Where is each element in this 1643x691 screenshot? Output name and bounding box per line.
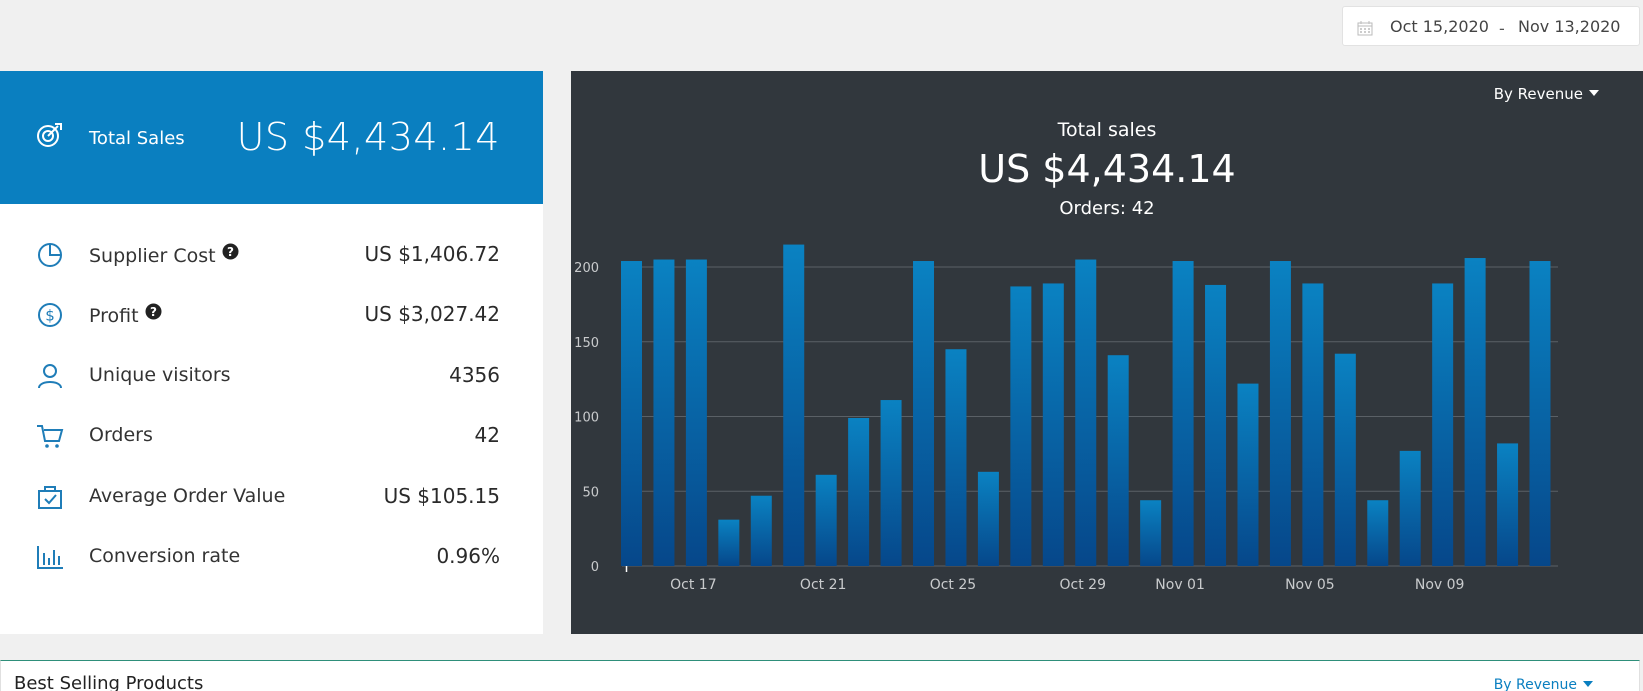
chart-bar bbox=[1042, 283, 1064, 566]
chart-bar bbox=[1497, 443, 1519, 566]
svg-text:?: ? bbox=[227, 245, 234, 259]
chart-bar bbox=[1302, 283, 1324, 566]
best-selling-sort-dropdown[interactable]: By Revenue bbox=[1494, 677, 1593, 691]
chart-bar bbox=[1172, 261, 1194, 566]
metric-profit: $ Profit? US $3,027.42 bbox=[0, 294, 543, 334]
metric-conversion-rate: Conversion rate 0.96% bbox=[0, 536, 543, 576]
x-tick-label: Oct 21 bbox=[800, 577, 846, 593]
chart-bar bbox=[1237, 383, 1259, 566]
chart-orders-count: Orders: 42 bbox=[1059, 198, 1155, 219]
svg-text:?: ? bbox=[150, 305, 157, 319]
chart-bar bbox=[1432, 283, 1454, 566]
chart-bar bbox=[1334, 353, 1356, 566]
total-sales-label: Total Sales bbox=[89, 128, 185, 149]
metric-unique-visitors: Unique visitors 4356 bbox=[0, 355, 543, 395]
total-sales-card: Total Sales US $4,434.14 bbox=[0, 71, 543, 204]
best-selling-title: Best Selling Products bbox=[14, 673, 204, 691]
x-tick-label: Oct 25 bbox=[930, 577, 976, 593]
chart-bar bbox=[1205, 284, 1227, 566]
best-selling-sort-label: By Revenue bbox=[1493, 677, 1577, 691]
metric-value: US $3,027.42 bbox=[364, 302, 500, 326]
y-tick-label: 150 bbox=[574, 336, 599, 351]
metric-orders: Orders 42 bbox=[0, 415, 543, 455]
svg-text:$: $ bbox=[45, 307, 55, 325]
bar-chart-icon bbox=[37, 546, 63, 569]
metric-label: Average Order Value bbox=[89, 485, 286, 507]
chart-bar bbox=[848, 417, 870, 566]
date-start[interactable]: Oct 15,2020 bbox=[1390, 17, 1489, 36]
chart-bar bbox=[1107, 355, 1129, 566]
sales-chart-panel: 0 50 100 150 200 Oct 17 Oct 21 Oct 25 Oct 29 Nov … bbox=[571, 71, 1643, 634]
chart-bar bbox=[880, 400, 902, 566]
chart-title: Total sales bbox=[1057, 119, 1157, 141]
calendar-icon bbox=[1357, 21, 1373, 36]
date-end[interactable]: Nov 13,2020 bbox=[1518, 17, 1621, 36]
metric-supplier-cost: Supplier Cost? US $1,406.72 bbox=[0, 234, 543, 274]
metric-value: 4356 bbox=[449, 363, 500, 387]
x-tick-label: Nov 01 bbox=[1155, 577, 1205, 593]
chart-bar bbox=[1464, 258, 1486, 566]
x-tick-label: Nov 09 bbox=[1415, 577, 1465, 593]
metric-average-order-value: Average Order Value US $105.15 bbox=[0, 476, 543, 516]
chart-bar bbox=[685, 259, 707, 566]
dollar-circle-icon: $ bbox=[38, 303, 62, 327]
chart-bar bbox=[653, 259, 675, 566]
chart-bar bbox=[1269, 261, 1291, 566]
y-tick-label: 100 bbox=[574, 411, 599, 426]
chart-bar bbox=[1075, 259, 1097, 566]
chart-bar bbox=[1367, 500, 1389, 566]
chart-bar bbox=[977, 471, 999, 566]
chart-bar bbox=[621, 261, 642, 566]
chart-bar bbox=[750, 495, 772, 566]
date-range-picker[interactable]: Oct 15,2020 - Nov 13,2020 bbox=[1342, 6, 1640, 46]
chart-bar bbox=[815, 474, 837, 566]
chart-bar bbox=[913, 261, 935, 566]
date-separator: - bbox=[1499, 19, 1505, 38]
sales-bar-chart: 0 50 100 150 200 Oct 17 Oct 21 Oct 25 Oct 29 Nov … bbox=[574, 244, 1558, 593]
target-icon bbox=[37, 123, 62, 147]
metric-label: Profit bbox=[89, 305, 139, 327]
chart-bar bbox=[1529, 261, 1551, 566]
cart-icon bbox=[37, 425, 64, 448]
summary-panel: Total Sales US $4,434.14 Supplier Cost? … bbox=[0, 71, 543, 634]
chevron-down-icon bbox=[1583, 681, 1593, 687]
shopping-bag-icon bbox=[38, 486, 62, 509]
metric-label: Orders bbox=[89, 424, 153, 446]
metric-label: Unique visitors bbox=[89, 364, 231, 386]
user-icon bbox=[38, 364, 62, 389]
help-icon[interactable]: ? bbox=[145, 303, 162, 320]
chart-bar bbox=[945, 349, 967, 566]
x-tick-label: Nov 05 bbox=[1285, 577, 1335, 593]
chart-bar bbox=[1140, 500, 1162, 566]
chart-sort-label: By Revenue bbox=[1493, 85, 1583, 103]
metric-label: Supplier Cost bbox=[89, 245, 216, 267]
y-tick-label: 200 bbox=[574, 261, 599, 276]
chart-bar bbox=[1010, 286, 1032, 566]
chart-bar bbox=[718, 519, 740, 566]
x-tick-label: Oct 29 bbox=[1060, 577, 1106, 593]
chart-bar bbox=[783, 244, 805, 566]
total-sales-value: US $4,434.14 bbox=[236, 115, 500, 159]
metric-value: US $105.15 bbox=[383, 484, 500, 508]
chart-total-value: US $4,434.14 bbox=[978, 147, 1236, 191]
help-icon[interactable]: ? bbox=[222, 243, 239, 260]
best-selling-products-card: Best Selling Products By Revenue bbox=[0, 660, 1640, 691]
chart-bar bbox=[1399, 450, 1421, 566]
metric-label: Conversion rate bbox=[89, 545, 241, 567]
metric-value: 42 bbox=[474, 423, 500, 447]
chevron-down-icon bbox=[1589, 90, 1599, 96]
chart-sort-dropdown[interactable]: By Revenue bbox=[1494, 85, 1599, 103]
y-tick-label: 50 bbox=[582, 485, 599, 500]
x-tick-label: Oct 17 bbox=[670, 577, 716, 593]
metric-value: US $1,406.72 bbox=[364, 242, 500, 266]
y-tick-label: 0 bbox=[591, 560, 599, 575]
metric-value: 0.96% bbox=[436, 544, 500, 568]
pie-chart-icon bbox=[38, 243, 62, 267]
